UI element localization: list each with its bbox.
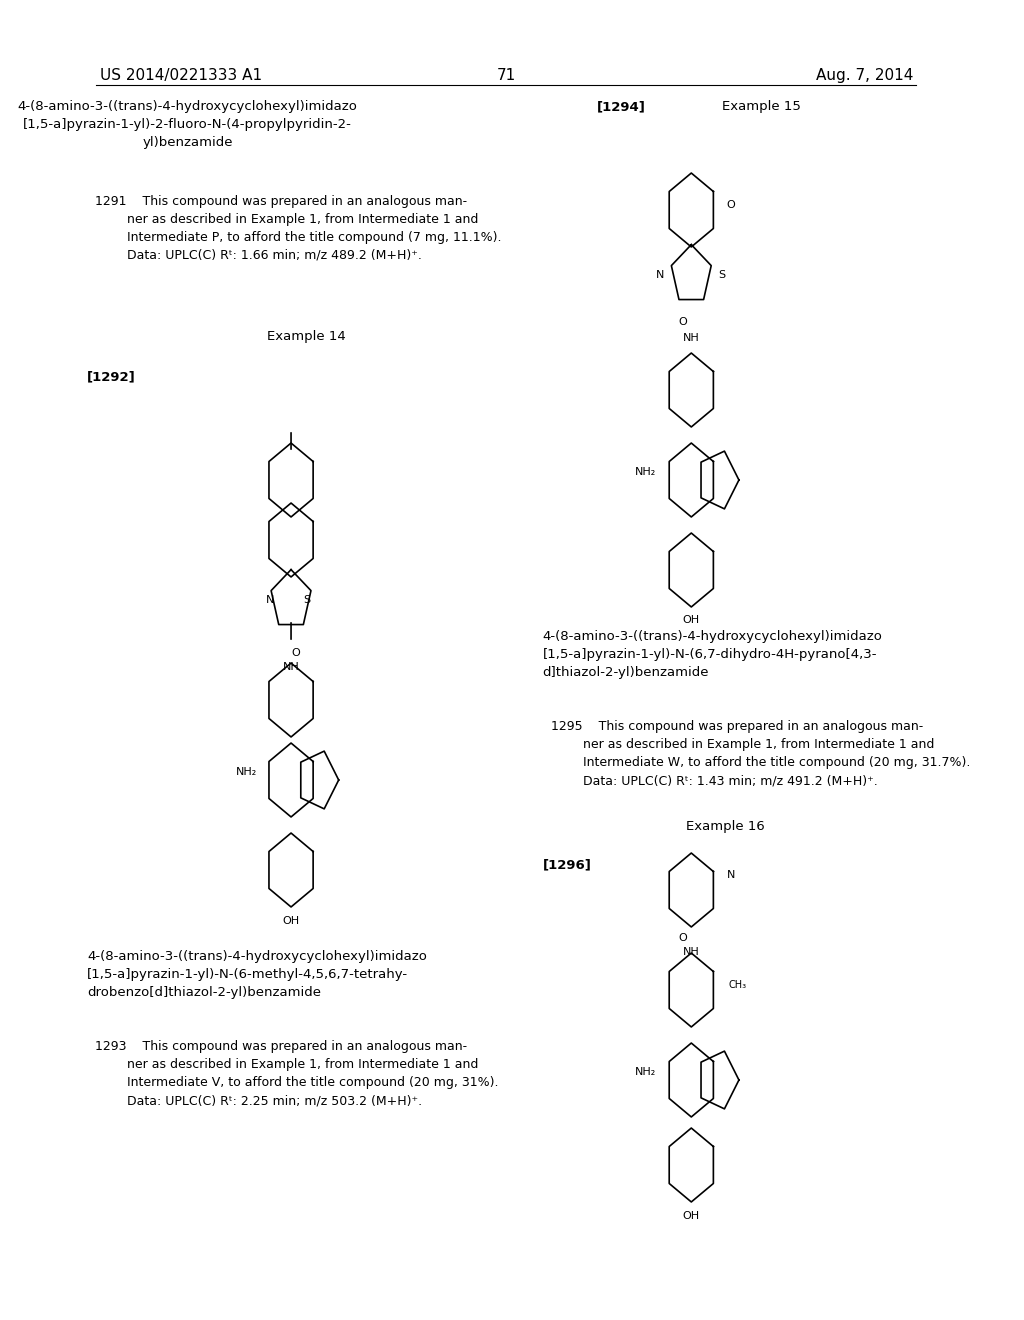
Text: O: O (678, 933, 687, 942)
Text: NH: NH (683, 946, 699, 957)
Text: [1294]: [1294] (597, 100, 646, 114)
Text: OH: OH (683, 1210, 699, 1221)
Text: NH: NH (283, 663, 299, 672)
Text: 4-(8-amino-3-((trans)-4-hydroxycyclohexyl)imidazo
[1,5-a]pyrazin-1-yl)-N-(6,7-di: 4-(8-amino-3-((trans)-4-hydroxycyclohexy… (543, 630, 883, 678)
Text: S: S (718, 271, 725, 280)
Text: 1295   This compound was prepared in an analogous man-
          ner as describe: 1295 This compound was prepared in an an… (543, 719, 970, 787)
Text: O: O (291, 648, 300, 657)
Text: US 2014/0221333 A1: US 2014/0221333 A1 (99, 69, 262, 83)
Text: O: O (727, 201, 735, 210)
Text: [1292]: [1292] (87, 370, 136, 383)
Text: CH₃: CH₃ (729, 979, 746, 990)
Text: 4-(8-amino-3-((trans)-4-hydroxycyclohexyl)imidazo
[1,5-a]pyrazin-1-yl)-N-(6-meth: 4-(8-amino-3-((trans)-4-hydroxycyclohexy… (87, 950, 427, 999)
Text: Aug. 7, 2014: Aug. 7, 2014 (816, 69, 913, 83)
Text: N: N (266, 595, 274, 605)
Text: 1291   This compound was prepared in an analogous man-
          ner as describe: 1291 This compound was prepared in an an… (87, 195, 502, 261)
Text: O: O (678, 317, 687, 327)
Text: N: N (656, 271, 665, 280)
Text: Example 14: Example 14 (266, 330, 345, 343)
Text: Example 16: Example 16 (685, 820, 764, 833)
Text: N: N (727, 870, 735, 880)
Text: NH: NH (683, 333, 699, 343)
Text: 4-(8-amino-3-((trans)-4-hydroxycyclohexyl)imidazo
[1,5-a]pyrazin-1-yl)-2-fluoro-: 4-(8-amino-3-((trans)-4-hydroxycyclohexy… (17, 100, 357, 149)
Text: 1293   This compound was prepared in an analogous man-
          ner as describe: 1293 This compound was prepared in an an… (87, 1040, 499, 1107)
Text: NH₂: NH₂ (236, 767, 257, 777)
Text: Example 15: Example 15 (722, 100, 801, 114)
Text: OH: OH (683, 615, 699, 624)
Text: 71: 71 (497, 69, 516, 83)
Text: NH₂: NH₂ (635, 1067, 655, 1077)
Text: S: S (303, 595, 310, 605)
Text: [1296]: [1296] (543, 858, 592, 871)
Text: NH₂: NH₂ (635, 467, 655, 477)
Text: OH: OH (283, 916, 300, 927)
